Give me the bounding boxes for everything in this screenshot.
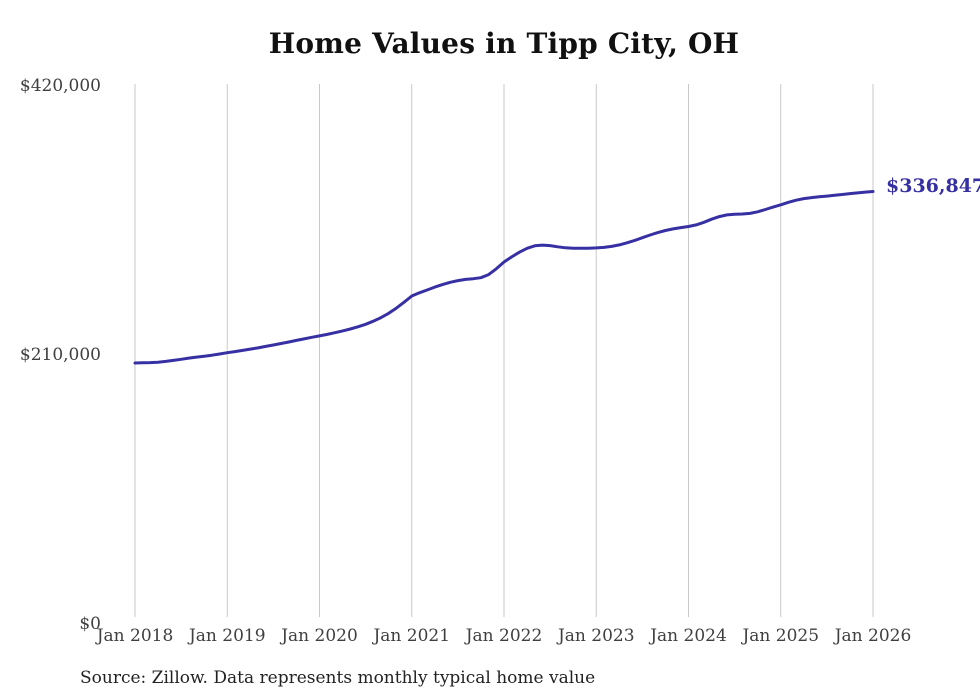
x-tick-label: Jan 2026 — [833, 626, 912, 646]
x-tick-label: Jan 2020 — [279, 626, 358, 646]
x-tick-label: Jan 2018 — [95, 626, 174, 646]
y-tick-label: $0 — [79, 614, 101, 634]
chart-title: Home Values in Tipp City, OH — [268, 27, 740, 60]
x-tick-label: Jan 2022 — [464, 626, 543, 646]
y-tick-label: $420,000 — [20, 76, 101, 96]
x-tick-label: Jan 2021 — [371, 626, 450, 646]
y-tick-label: $210,000 — [20, 345, 101, 365]
x-tick-label: Jan 2024 — [648, 626, 727, 646]
home-value-line — [133, 190, 875, 365]
x-tick-label: Jan 2019 — [187, 626, 266, 646]
x-tick-label: Jan 2025 — [740, 626, 819, 646]
line-end-value-label: $336,847 — [886, 175, 980, 197]
x-tick-label: Jan 2023 — [556, 626, 635, 646]
source-note: Source: Zillow. Data represents monthly … — [80, 668, 596, 688]
